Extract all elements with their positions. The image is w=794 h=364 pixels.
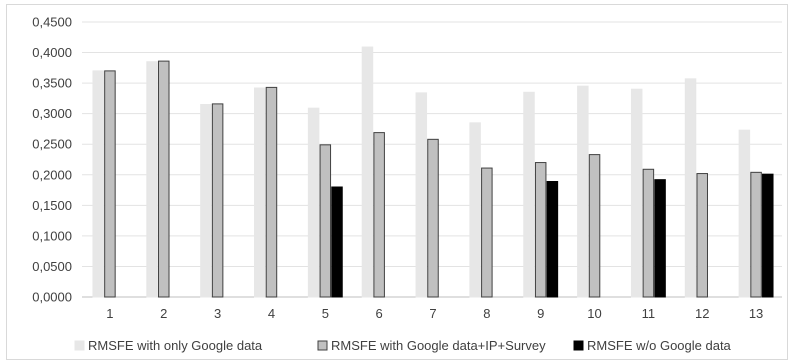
bar-series-1-cat-2 [146,61,158,298]
x-tick-label: 8 [483,306,490,321]
x-tick-label: 6 [376,306,383,321]
y-tick-label: 0,0500 [32,259,72,274]
bar-series-1-cat-13 [738,129,751,298]
x-tick-label: 11 [642,306,656,321]
bar-series-2-cat-12 [696,173,708,298]
legend-label-1: RMSFE with only Google data [88,338,263,353]
bar-series-1-cat-10 [577,85,589,298]
bar-series-1-cat-12 [684,78,697,298]
y-tick-label: 0,2500 [32,137,72,152]
y-tick-label: 0,3000 [32,106,72,121]
x-tick-label: 9 [537,306,544,321]
x-tick-label: 5 [322,306,329,321]
x-tick-label: 12 [695,306,709,321]
bar-series-3-cat-9 [546,181,559,298]
bar-series-2-cat-2 [158,60,170,298]
bar-series-2-cat-9 [534,162,547,298]
bar-series-2-cat-11 [642,168,655,298]
y-tick-label: 0,0000 [32,290,72,305]
y-tick-label: 0,3500 [32,76,72,91]
bar-series-2-cat-6 [373,132,385,298]
bar-series-2-cat-5 [319,144,332,298]
x-tick-label: 4 [268,306,275,321]
bar-series-2-cat-10 [588,154,601,298]
bar-series-2-cat-7 [427,138,439,298]
bar-series-3-cat-13 [762,173,774,298]
bar-series-2-cat-13 [750,171,762,298]
bar-series-2-cat-1 [104,70,116,298]
bar-series-3-cat-11 [654,179,666,298]
x-tick-label: 3 [214,306,221,321]
bar-series-1-cat-8 [469,122,481,298]
bar-series-1-cat-4 [254,87,266,298]
y-tick-label: 0,1000 [32,228,72,243]
x-tick-label: 1 [106,306,113,321]
y-tick-label: 0,2000 [32,167,72,182]
bar-series-1-cat-5 [307,107,320,298]
x-tick-label: 7 [429,306,436,321]
legend: RMSFE with only Google data RMSFE with Go… [74,338,732,353]
bar-series-2-cat-4 [265,86,278,298]
bar-series-1-cat-1 [92,70,104,298]
bar-series-1-cat-3 [200,104,212,298]
bar-series-3-cat-5 [331,186,343,298]
y-tick-label: 0,4000 [32,45,72,60]
bar-series-1-cat-6 [361,46,374,298]
legend-swatch-2 [317,340,328,351]
y-tick-label: 0,4500 [32,15,72,30]
bar-series-1-cat-11 [630,88,643,298]
x-axis-ticks: 1 2 3 4 5 6 7 8 9 10 11 12 13 [106,306,763,321]
bars [92,46,774,298]
legend-label-3: RMSFE w/o Google data [587,338,732,353]
x-tick-label: 13 [749,306,763,321]
legend-label-2: RMSFE with Google data+IP+Survey [331,338,546,353]
bar-series-2-cat-3 [211,103,224,298]
legend-swatch-1 [74,340,85,351]
x-tick-label: 10 [587,306,601,321]
y-axis-ticks: 0,0000 0,0500 0,1000 0,1500 0,2000 0,2500 0,30… [32,15,72,305]
bar-series-1-cat-9 [523,91,535,298]
bar-series-2-cat-8 [481,167,493,298]
legend-swatch-3 [573,340,584,351]
y-tick-label: 0,1500 [32,198,72,213]
bar-series-1-cat-7 [415,92,428,298]
x-tick-label: 2 [160,306,167,321]
